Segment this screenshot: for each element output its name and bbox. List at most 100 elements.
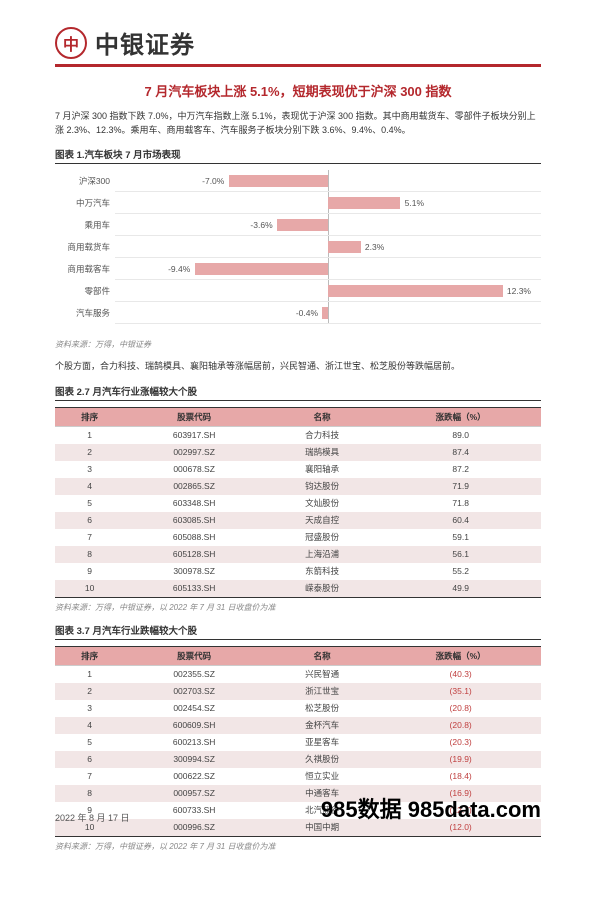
- table-cell: 49.9: [380, 580, 541, 598]
- bar-category-label: 沪深300: [55, 175, 115, 187]
- table-row: 3002454.SZ松芝股份(20.8): [55, 700, 541, 717]
- table-row: 7000622.SZ恒立实业(18.4): [55, 768, 541, 785]
- table-cell: 1: [55, 665, 124, 683]
- chart-source: 资料来源：万得，中银证券: [55, 339, 541, 350]
- table-cell: 603348.SH: [124, 495, 264, 512]
- table-cell: 6: [55, 512, 124, 529]
- bar-row: 沪深300-7.0%: [55, 170, 541, 192]
- table-cell: 000678.SZ: [124, 461, 264, 478]
- table-cell: 60.4: [380, 512, 541, 529]
- table-cell: 4: [55, 478, 124, 495]
- table-cell: 600609.SH: [124, 717, 264, 734]
- gainers-table: 排序股票代码名称涨跌幅（%）1603917.SH合力科技89.02002997.…: [55, 407, 541, 598]
- table-cell: 300978.SZ: [124, 563, 264, 580]
- table-row: 5603348.SH文灿股份71.8: [55, 495, 541, 512]
- table-cell: 605133.SH: [124, 580, 264, 598]
- bar: [229, 175, 328, 187]
- table-cell: 1: [55, 426, 124, 444]
- bar-area: -9.4%: [115, 258, 541, 280]
- table-cell: 87.4: [380, 444, 541, 461]
- table-cell: 久祺股份: [264, 751, 380, 768]
- table-cell: 松芝股份: [264, 700, 380, 717]
- bar-value-label: -3.6%: [250, 220, 272, 230]
- table-cell: 300994.SZ: [124, 751, 264, 768]
- bar-area: 12.3%: [115, 280, 541, 302]
- brand-name: 中银证券: [95, 25, 195, 60]
- table-cell: 上海沿浦: [264, 546, 380, 563]
- bar: [277, 219, 328, 231]
- bar-category-label: 汽车服务: [55, 307, 115, 319]
- table-cell: 兴民智通: [264, 665, 380, 683]
- chart-title: 图表 1.汽车板块 7 月市场表现: [55, 147, 541, 164]
- bar-category-label: 乘用车: [55, 219, 115, 231]
- table-cell: 嵘泰股份: [264, 580, 380, 598]
- bar-value-label: 5.1%: [405, 198, 424, 208]
- table-cell: 3: [55, 461, 124, 478]
- watermark: 985数据 985data.com: [321, 792, 541, 824]
- table-cell: 55.2: [380, 563, 541, 580]
- table-cell: 5: [55, 495, 124, 512]
- table-row: 1603917.SH合力科技89.0: [55, 426, 541, 444]
- bar-category-label: 商用载货车: [55, 241, 115, 253]
- table-cell: 6: [55, 751, 124, 768]
- page-footer: 2022 年 8 月 17 日 985数据 985data.com: [55, 792, 541, 824]
- table-cell: 文灿股份: [264, 495, 380, 512]
- table-cell: (35.1): [380, 683, 541, 700]
- table-row: 7605088.SH冠盛股份59.1: [55, 529, 541, 546]
- bar: [328, 285, 503, 297]
- table-row: 6300994.SZ久祺股份(19.9): [55, 751, 541, 768]
- table-cell: (20.3): [380, 734, 541, 751]
- table1-title: 图表 2.7 月汽车行业涨幅较大个股: [55, 384, 541, 401]
- table-cell: 亚星客车: [264, 734, 380, 751]
- table-cell: 56.1: [380, 546, 541, 563]
- table-cell: 5: [55, 734, 124, 751]
- bar-area: -3.6%: [115, 214, 541, 236]
- table-header-cell: 排序: [55, 407, 124, 426]
- table-row: 6603085.SH天成自控60.4: [55, 512, 541, 529]
- intro-paragraph: 7 月沪深 300 指数下跌 7.0%，中万汽车指数上涨 5.1%，表现优于沪深…: [55, 110, 541, 137]
- bar-area: 5.1%: [115, 192, 541, 214]
- table-cell: 002997.SZ: [124, 444, 264, 461]
- table-cell: 合力科技: [264, 426, 380, 444]
- table-cell: 恒立实业: [264, 768, 380, 785]
- bar: [322, 307, 328, 319]
- table-cell: 002703.SZ: [124, 683, 264, 700]
- table-cell: 002865.SZ: [124, 478, 264, 495]
- bar-row: 中万汽车 5.1%: [55, 192, 541, 214]
- table-cell: 金杯汽车: [264, 717, 380, 734]
- table-cell: 89.0: [380, 426, 541, 444]
- table-cell: 603917.SH: [124, 426, 264, 444]
- table-row: 9300978.SZ东箭科技55.2: [55, 563, 541, 580]
- table-row: 2002997.SZ瑞鹄模具87.4: [55, 444, 541, 461]
- stocks-paragraph: 个股方面，合力科技、瑞鹄模具、襄阳轴承等涨幅居前，兴民智通、浙江世宝、松芝股份等…: [55, 360, 541, 374]
- table-cell: 7: [55, 768, 124, 785]
- table-cell: 2: [55, 444, 124, 461]
- footer-date: 2022 年 8 月 17 日: [55, 811, 130, 824]
- table-cell: 600213.SH: [124, 734, 264, 751]
- table-cell: 4: [55, 717, 124, 734]
- table-row: 10605133.SH嵘泰股份49.9: [55, 580, 541, 598]
- bar: [328, 241, 361, 253]
- bar-value-label: -0.4%: [296, 308, 318, 318]
- table-cell: 002355.SZ: [124, 665, 264, 683]
- bar-category-label: 中万汽车: [55, 197, 115, 209]
- table-header-cell: 名称: [264, 407, 380, 426]
- bar-chart: 沪深300-7.0%中万汽车5.1%乘用车-3.6%商用载货车2.3%商用载客车…: [55, 170, 541, 335]
- table-cell: 59.1: [380, 529, 541, 546]
- table-cell: (40.3): [380, 665, 541, 683]
- bar-value-label: -9.4%: [168, 264, 190, 274]
- bar: [195, 263, 328, 275]
- table-cell: 87.2: [380, 461, 541, 478]
- table-cell: 钧达股份: [264, 478, 380, 495]
- bar-area: -7.0%: [115, 170, 541, 192]
- table-cell: 000622.SZ: [124, 768, 264, 785]
- table-cell: 瑞鹄模具: [264, 444, 380, 461]
- table-cell: 浙江世宝: [264, 683, 380, 700]
- table-header-cell: 名称: [264, 646, 380, 665]
- bar-value-label: 12.3%: [507, 286, 531, 296]
- bar: [328, 197, 400, 209]
- table-cell: 8: [55, 546, 124, 563]
- table-row: 8605128.SH上海沿浦56.1: [55, 546, 541, 563]
- table-header-cell: 涨跌幅（%）: [380, 407, 541, 426]
- bar-category-label: 零部件: [55, 285, 115, 297]
